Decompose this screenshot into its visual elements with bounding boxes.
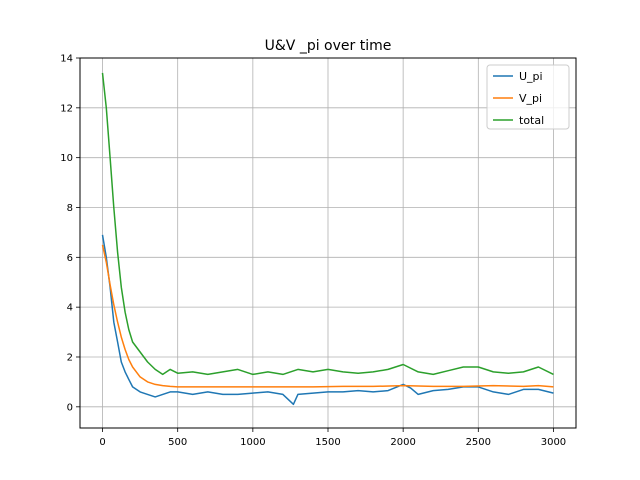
legend-label: total <box>519 114 544 127</box>
series-line-v-pi <box>101 244 554 388</box>
y-tick-label: 14 <box>60 54 73 65</box>
x-tick-label: 1000 <box>240 437 265 448</box>
x-tick-label: 1500 <box>315 437 340 448</box>
y-tick-label: 2 <box>67 352 73 363</box>
x-tick-label: 2500 <box>466 437 491 448</box>
chart-title: U&V _pi over time <box>265 38 392 54</box>
series-lines <box>101 72 554 406</box>
x-tick-label: 500 <box>168 437 187 448</box>
legend-box <box>486 64 570 130</box>
x-tick-label: 3000 <box>541 437 566 448</box>
y-tick-label: 12 <box>60 103 73 114</box>
y-tick-label: 8 <box>67 203 73 214</box>
axis-ticks: 0 500 1000 1500 2000 2500 3000 0 2 4 6 8 10 12 14 <box>60 54 566 449</box>
series-line-u-pi <box>101 234 554 406</box>
y-tick-label: 10 <box>60 153 73 164</box>
x-tick-label: 2000 <box>390 437 415 448</box>
x-tick-label: 0 <box>99 437 105 448</box>
legend-label: V_pi <box>519 92 542 105</box>
legend-label: U_pi <box>519 70 543 83</box>
y-tick-label: 4 <box>67 303 73 314</box>
y-tick-label: 6 <box>67 253 73 264</box>
y-tick-label: 0 <box>67 402 73 413</box>
series-line-total <box>101 72 554 376</box>
